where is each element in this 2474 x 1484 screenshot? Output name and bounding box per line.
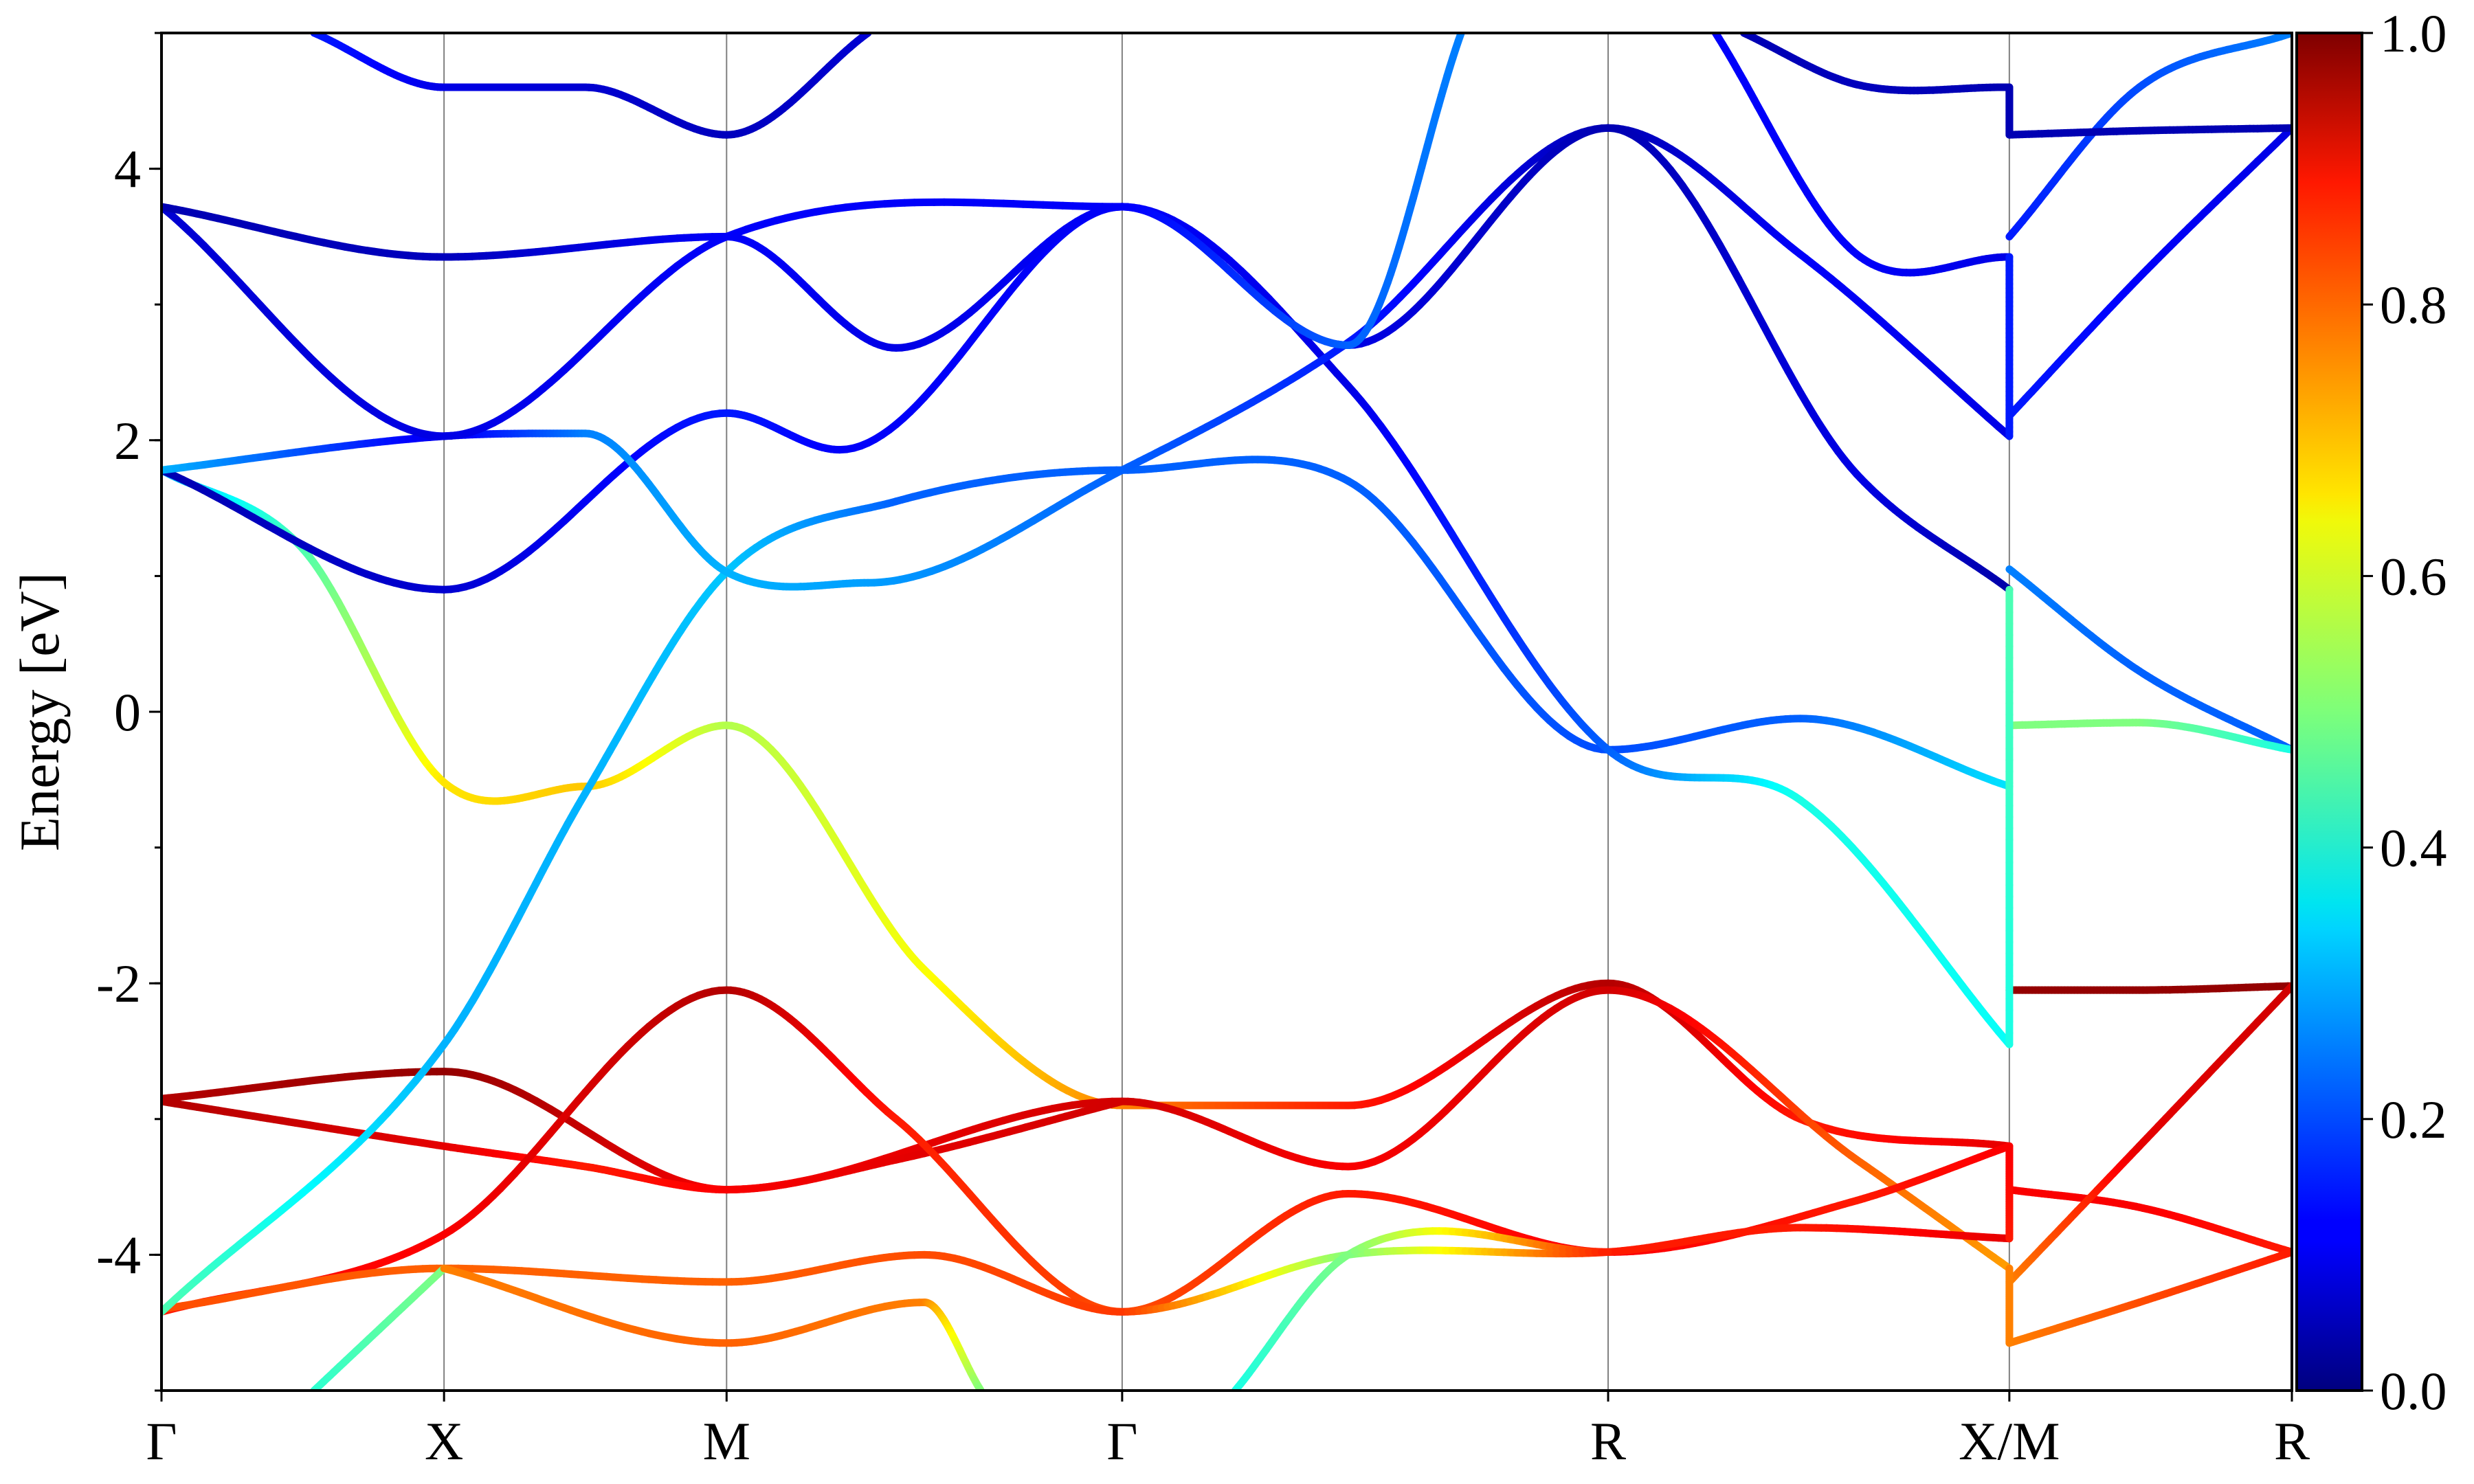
- y-tick-label: 0: [114, 682, 141, 742]
- y-axis-title: Energy [eV]: [8, 572, 71, 851]
- x-tick-label: M: [703, 1411, 750, 1471]
- band-14: [310, 33, 872, 139]
- colorbar-tick-label: 1.0: [2380, 3, 2447, 63]
- y-axis-ticks: -4 -2 0 2 4: [96, 32, 161, 1392]
- band-16: [1739, 33, 2014, 95]
- band-21: [2005, 982, 2292, 1286]
- band-11: [161, 124, 2014, 591]
- x-tick-label: R: [1590, 1411, 1626, 1471]
- band-19: [2005, 982, 2292, 994]
- y-tick-label: 4: [114, 139, 141, 199]
- band-15: [1711, 33, 2014, 277]
- colorbar-tick-label: 0.2: [2380, 1090, 2447, 1149]
- x-tick-label: Γ: [146, 1411, 177, 1471]
- band-1: [161, 466, 2014, 1150]
- y-tick-label: -4: [96, 1225, 141, 1285]
- x-tick-label: X: [425, 1411, 463, 1471]
- band-10: [161, 203, 2014, 1048]
- band-6: [310, 1264, 448, 1391]
- colorbar-ticks: 0.0 0.2 0.4 0.6 0.8 1.0: [2362, 3, 2447, 1421]
- x-axis-ticks: Γ X M Γ R X/M R: [146, 1391, 2310, 1471]
- band-25: [2005, 124, 2292, 139]
- colorbar-tick-label: 0.6: [2380, 546, 2447, 606]
- y-tick-label: 2: [114, 411, 141, 471]
- band-8: [1231, 1227, 1612, 1391]
- band-4: [161, 986, 2014, 1316]
- band-lines: [161, 33, 2292, 1391]
- x-tick-label: R: [2274, 1411, 2310, 1471]
- band-22: [2005, 1248, 2292, 1347]
- colorbar-tick-label: 0.4: [2380, 818, 2447, 878]
- band-segment: [1113, 1097, 1126, 1107]
- colorbar-tick-label: 0.0: [2380, 1361, 2447, 1421]
- colorbar: [2295, 32, 2363, 1392]
- colorbar-tick-label: 0.8: [2380, 275, 2447, 335]
- band-23: [2005, 124, 2292, 420]
- band-17: [2005, 565, 2292, 754]
- band-13: [161, 33, 1465, 352]
- band-3: [161, 1097, 1126, 1194]
- plot-frame: [160, 32, 2293, 1392]
- x-tick-label: X/M: [1959, 1411, 2060, 1471]
- y-tick-label: -2: [96, 954, 141, 1013]
- x-tick-label: Γ: [1106, 1411, 1137, 1471]
- band-9: [161, 456, 2014, 1316]
- band-2: [161, 986, 2014, 1272]
- band-7: [440, 1264, 985, 1391]
- band-18: [2005, 719, 2292, 754]
